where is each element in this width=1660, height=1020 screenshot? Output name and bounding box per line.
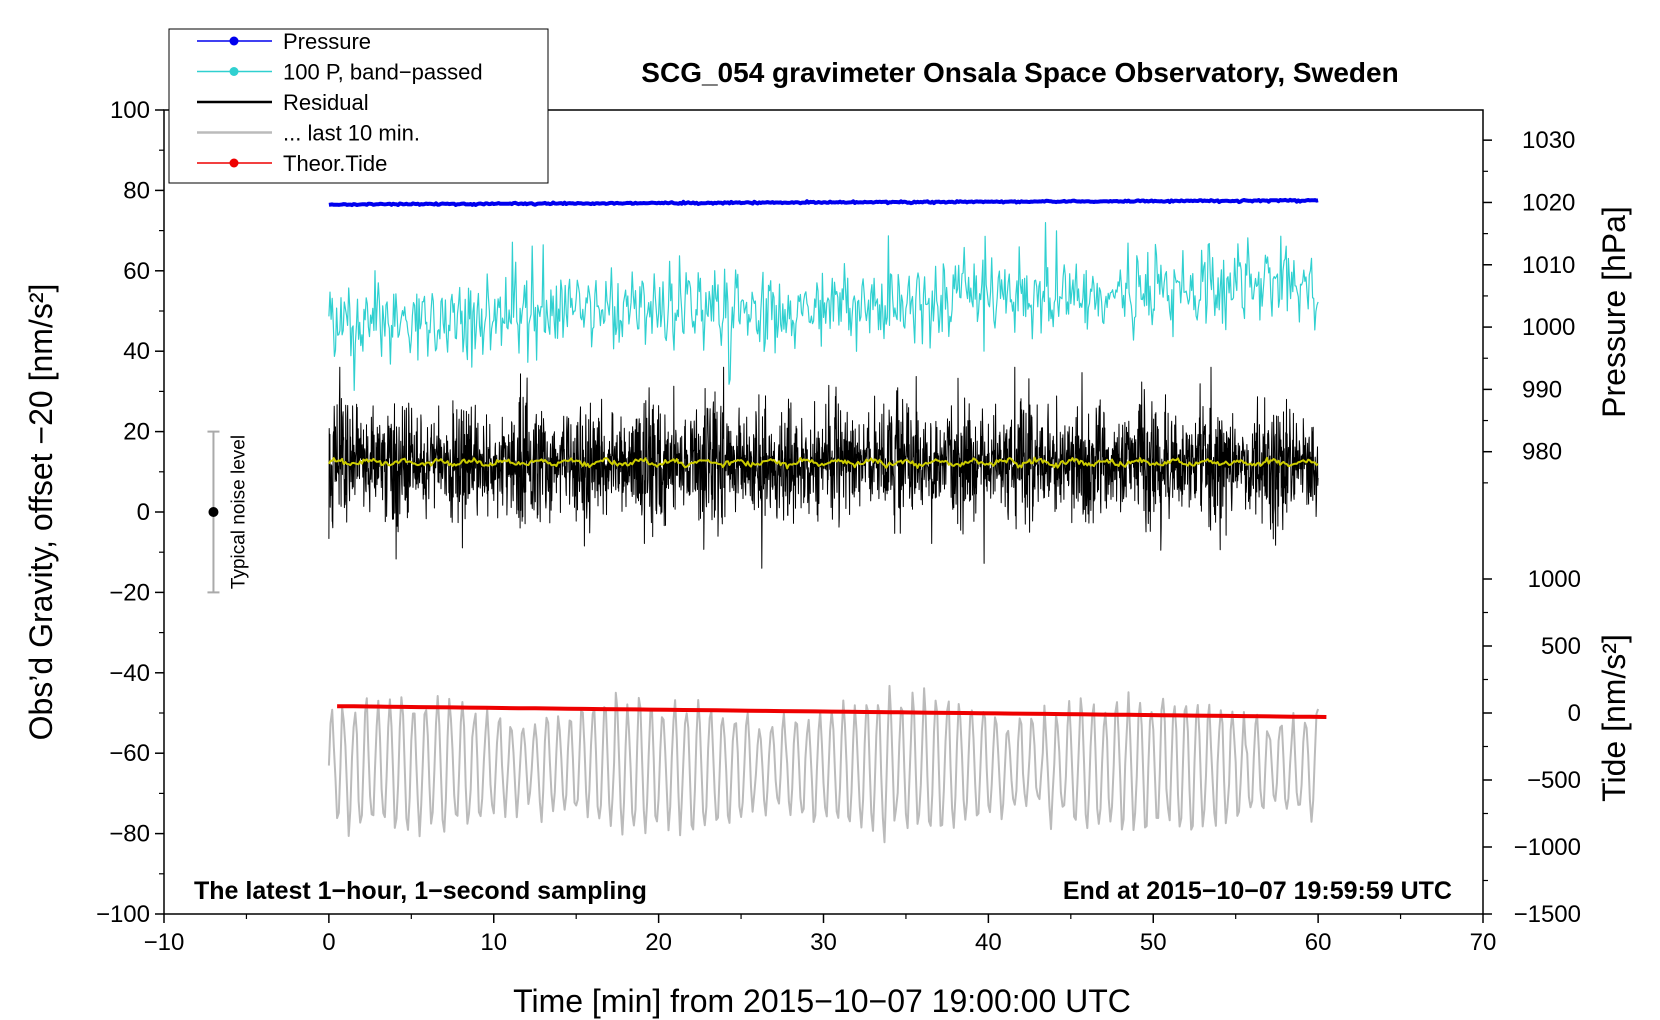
noise-bar-label: Typical noise level [228, 435, 249, 589]
tide-tick-label: 0 [1568, 700, 1581, 727]
tide-tick-label: −1500 [1514, 901, 1581, 928]
pressure-tick-label: 980 [1522, 439, 1562, 466]
series-last-10-min [327, 684, 1320, 844]
y-tick-label: 0 [137, 499, 150, 526]
series-residual [328, 366, 1319, 569]
y-tick-label: −60 [109, 740, 150, 767]
pressure-tick-label: 1030 [1522, 127, 1575, 154]
x-tick-label: 30 [810, 929, 837, 956]
x-tick-label: −10 [144, 929, 185, 956]
tide-tick-label: 500 [1541, 633, 1581, 660]
y-tick-label: 20 [123, 419, 150, 446]
legend-marker [229, 158, 239, 168]
legend-label: 100 P, band−passed [283, 60, 483, 85]
legend-label: ... last 10 min. [283, 121, 420, 146]
legend-marker [229, 67, 239, 76]
y-axis-label-left: Obs’d Gravity, offset −20 [nm/s²] [23, 284, 59, 741]
tide-tick-label: −500 [1527, 767, 1581, 794]
x-tick-label: 70 [1470, 929, 1497, 956]
x-axis-label: Time [min] from 2015−10−07 19:00:00 UTC [513, 983, 1131, 1019]
y-tick-label: −40 [109, 660, 150, 687]
series-theor-tide [337, 704, 1327, 719]
tide-tick-label: −1000 [1514, 834, 1581, 861]
legend-marker [229, 36, 239, 46]
series-pressure [328, 197, 1319, 208]
y-tick-label: 40 [123, 338, 150, 365]
y-tick-label: −20 [109, 579, 150, 606]
y-tick-label: 100 [110, 97, 150, 124]
pressure-tick-label: 1000 [1522, 314, 1575, 341]
legend-label: Theor.Tide [283, 151, 387, 176]
pressure-tick-label: 990 [1522, 376, 1562, 403]
tide-tick-label: 1000 [1528, 566, 1581, 593]
x-tick-label: 60 [1305, 929, 1332, 956]
annotation-bottom-left: The latest 1−hour, 1−second sampling [194, 877, 647, 905]
legend: Pressure 100 P, band−passed Residual ... la… [168, 28, 549, 184]
legend-label: Residual [283, 90, 369, 115]
annotation-bottom-right: End at 2015−10−07 19:59:59 UTC [1063, 877, 1452, 905]
x-tick-label: 50 [1140, 929, 1167, 956]
chart-title: SCG_054 gravimeter Onsala Space Observat… [641, 57, 1398, 88]
y-tick-label: 60 [123, 258, 150, 285]
legend-box [168, 28, 549, 184]
x-tick-label: 20 [645, 929, 672, 956]
pressure-tick-label: 1010 [1522, 252, 1575, 279]
y-tick-label: 80 [123, 177, 150, 204]
x-tick-label: 0 [322, 929, 335, 956]
y-axis-label-tide: Tide [nm/s²] [1596, 634, 1632, 802]
y-tick-label: −80 [109, 821, 150, 848]
series-pressure-bandpassed [328, 222, 1319, 391]
y-tick-label: −100 [96, 901, 150, 928]
noise-bar-center [208, 507, 219, 517]
x-tick-label: 10 [480, 929, 507, 956]
series-residual-smoothed [328, 456, 1319, 470]
y-axis-label-pressure: Pressure [hPa] [1596, 206, 1632, 418]
legend-label: Pressure [283, 29, 371, 54]
pressure-tick-label: 1020 [1522, 189, 1575, 216]
x-tick-label: 40 [975, 929, 1002, 956]
